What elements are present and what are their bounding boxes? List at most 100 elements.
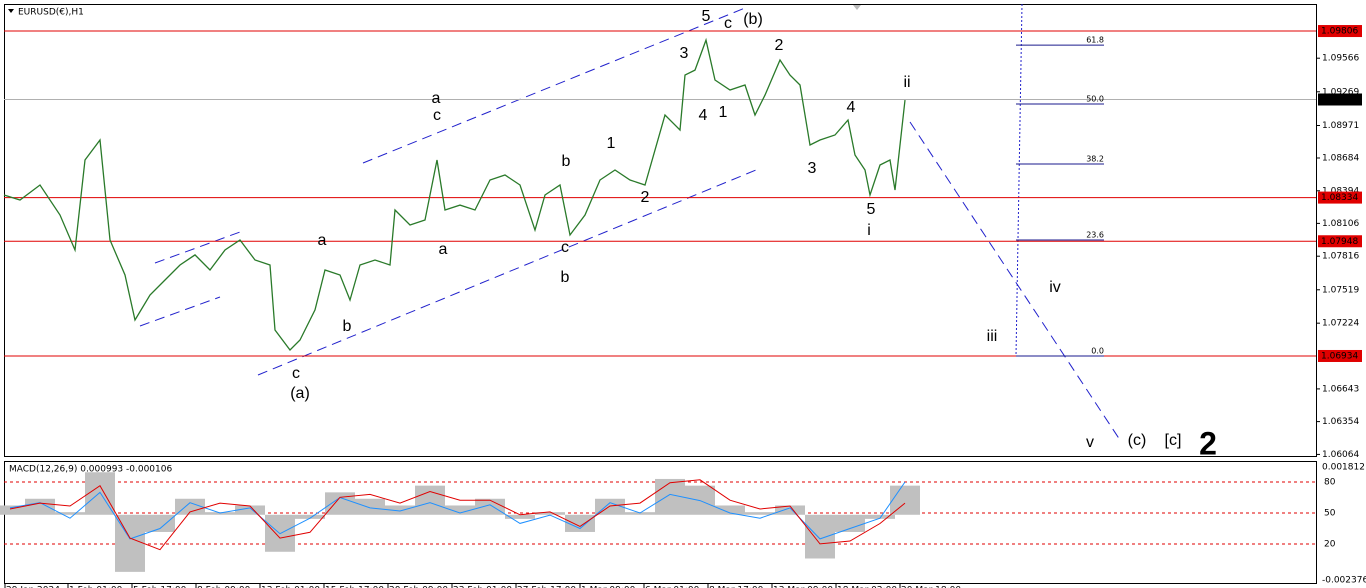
trend-line bbox=[139, 296, 221, 327]
x-tick-label: 8 Feb 09:00 bbox=[197, 586, 251, 588]
wave-label: b bbox=[561, 269, 570, 286]
wave-label: c bbox=[433, 107, 441, 124]
wave-label: (c) bbox=[1128, 432, 1147, 449]
histogram-bar bbox=[385, 505, 415, 515]
x-tick-label: 29 Jan 2024 bbox=[6, 586, 60, 588]
indicator-max: 0.001812 bbox=[1322, 463, 1365, 473]
histogram-bar bbox=[235, 505, 265, 515]
wave-label: (b) bbox=[743, 11, 763, 28]
wave-label: 1 bbox=[607, 135, 616, 152]
fib-label: 0.0 bbox=[1091, 346, 1104, 355]
y-tick-label: 1.07519 bbox=[1322, 285, 1359, 295]
wave-label: a bbox=[318, 232, 327, 249]
y-tick-label: 1.09566 bbox=[1322, 54, 1359, 64]
trend-line bbox=[362, 7, 746, 164]
y-tick-label: 1.09269 bbox=[1322, 87, 1359, 97]
x-tick-label: 18 Mar 02:00 bbox=[837, 586, 897, 588]
trend-lines bbox=[139, 7, 1121, 441]
wave-label: c bbox=[561, 239, 569, 256]
level-tag bbox=[1318, 191, 1362, 204]
histogram-bar bbox=[865, 514, 895, 519]
histogram-bar bbox=[775, 505, 805, 515]
level-label: 1.07948 bbox=[1321, 237, 1358, 247]
wave-label: 4 bbox=[847, 99, 856, 116]
wave-label: b bbox=[343, 318, 352, 335]
histogram-bar bbox=[295, 514, 325, 519]
x-tick-label: 13 Feb 01:00 bbox=[261, 586, 320, 588]
x-tick-label: 6 Mar 01:00 bbox=[645, 586, 700, 588]
fib-label: 50.0 bbox=[1086, 95, 1104, 104]
scroll-marker[interactable] bbox=[853, 5, 861, 10]
x-tick-label: 15 Feb 17:00 bbox=[325, 586, 384, 588]
level-label: 1.08334 bbox=[1321, 193, 1358, 203]
trend-line bbox=[257, 169, 757, 376]
y-tick-label: 1.08971 bbox=[1322, 121, 1359, 131]
wave-label: iii bbox=[987, 328, 998, 345]
wave-label: (a) bbox=[290, 385, 310, 402]
wave-label: a bbox=[432, 90, 441, 107]
histogram-bar bbox=[55, 512, 85, 515]
y-tick-label: 1.08684 bbox=[1322, 153, 1359, 163]
y-tick-label: 1.07224 bbox=[1322, 319, 1359, 329]
wave-label: 3 bbox=[808, 160, 817, 177]
price-tag bbox=[1318, 93, 1362, 106]
wave-label: 4 bbox=[699, 107, 708, 124]
wave-label: c bbox=[724, 15, 732, 32]
level-label: 20 bbox=[1324, 540, 1336, 550]
histogram-bar bbox=[565, 514, 595, 532]
wave-label: c bbox=[292, 365, 300, 382]
y-tick-label: 1.06643 bbox=[1322, 384, 1359, 394]
histogram-bar bbox=[505, 514, 535, 519]
histogram-bar bbox=[25, 498, 55, 515]
x-tick-label: 5 Feb 17:00 bbox=[133, 586, 187, 588]
histogram-bar bbox=[0, 505, 25, 515]
indicator-title: MACD(12,26,9) 0.000993 -0.000106 bbox=[9, 465, 172, 475]
time-marker bbox=[1015, 3, 1023, 357]
histogram-bar bbox=[445, 505, 475, 515]
signal-line bbox=[9, 479, 906, 551]
y-tick-label: 1.08394 bbox=[1322, 186, 1359, 196]
x-tick-label: 13 Mar 09:00 bbox=[773, 586, 833, 588]
fib-label: 38.2 bbox=[1086, 154, 1104, 163]
wave-label: a bbox=[439, 241, 448, 258]
wave-label: 1 bbox=[719, 104, 728, 121]
level-tag bbox=[1318, 235, 1362, 248]
price-label: 1.09201 bbox=[1321, 95, 1358, 105]
wave-label: [c] bbox=[1165, 432, 1182, 449]
wave-label: i bbox=[867, 222, 871, 239]
histogram-bar bbox=[745, 512, 775, 515]
x-tick-label: 23 Feb 01:00 bbox=[453, 586, 512, 588]
wave-label: 2 bbox=[1199, 425, 1217, 461]
histogram-bar bbox=[475, 498, 505, 515]
x-tick-label: 1 Feb 01:00 bbox=[69, 586, 123, 588]
level-label: 1.09806 bbox=[1321, 27, 1358, 37]
main-pane bbox=[4, 4, 1317, 457]
histogram-bar bbox=[325, 492, 355, 515]
wave-label: v bbox=[1086, 434, 1094, 451]
y-tick-label: 1.06064 bbox=[1322, 450, 1359, 460]
wave-label: 3 bbox=[680, 45, 689, 62]
wave-label: iv bbox=[1049, 279, 1061, 296]
histogram-bar bbox=[890, 485, 920, 515]
histogram-bar bbox=[355, 498, 385, 515]
level-label: 50 bbox=[1324, 509, 1336, 519]
histogram-bar bbox=[835, 514, 865, 532]
indicator-min: -0.002376 bbox=[1322, 576, 1366, 586]
fib-label: 61.8 bbox=[1086, 36, 1104, 45]
price-line bbox=[3, 37, 906, 351]
histogram-bar bbox=[535, 512, 565, 515]
wave-label: ii bbox=[903, 74, 910, 91]
wave-label: 5 bbox=[867, 201, 876, 218]
chart-title: EURUSD(€),H1 bbox=[18, 8, 84, 18]
oscillator-line bbox=[9, 481, 906, 540]
menu-arrow[interactable] bbox=[8, 9, 14, 13]
x-tick-label: 1 Mar 09:00 bbox=[581, 586, 636, 588]
histogram-bar bbox=[415, 485, 445, 515]
x-tick-label: 20 Mar 18:00 bbox=[901, 586, 961, 588]
histogram-bar bbox=[715, 505, 745, 515]
y-tick-label: 1.08106 bbox=[1322, 219, 1359, 229]
level-label: 1.06934 bbox=[1321, 351, 1358, 361]
indicator-pane bbox=[4, 461, 1317, 584]
